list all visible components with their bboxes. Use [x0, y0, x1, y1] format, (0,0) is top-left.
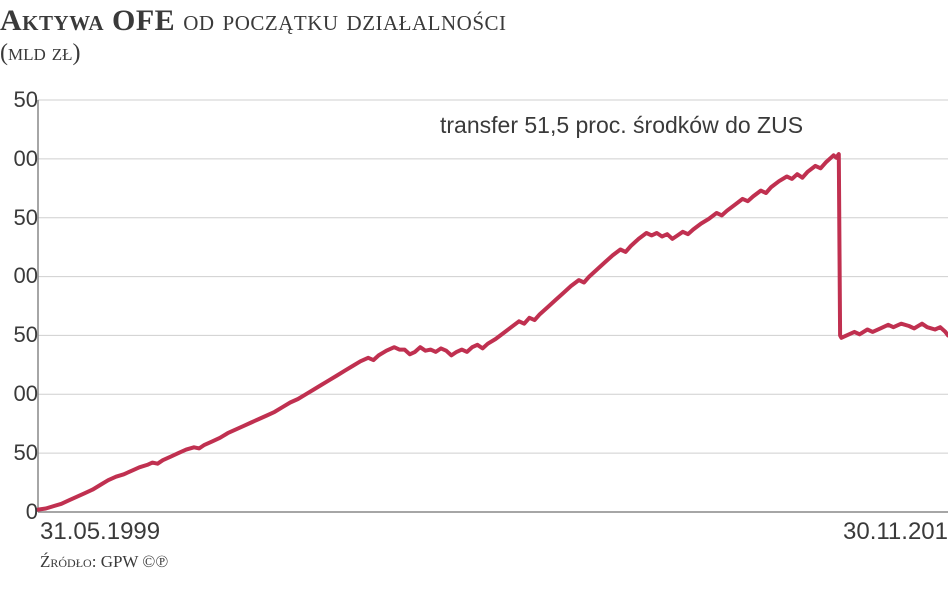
- y-tick-label: 00: [14, 381, 38, 407]
- y-tick-label: 00: [14, 146, 38, 172]
- chart-svg: [0, 0, 948, 593]
- x-axis-start-label: 31.05.1999: [40, 518, 160, 546]
- source-text: Źródło: GPW ©℗: [40, 552, 168, 572]
- chart-container: Aktywa OFE od początku działalności (mld…: [0, 0, 948, 593]
- y-tick-label: 50: [14, 322, 38, 348]
- x-axis-end-label: 30.11.201: [843, 518, 948, 546]
- y-tick-label: 50: [14, 440, 38, 466]
- y-tick-label: 50: [14, 205, 38, 231]
- annotation-text: transfer 51,5 proc. środków do ZUS: [440, 112, 803, 139]
- y-tick-label: 0: [26, 499, 38, 525]
- y-tick-label: 00: [14, 263, 38, 289]
- y-tick-label: 50: [14, 87, 38, 113]
